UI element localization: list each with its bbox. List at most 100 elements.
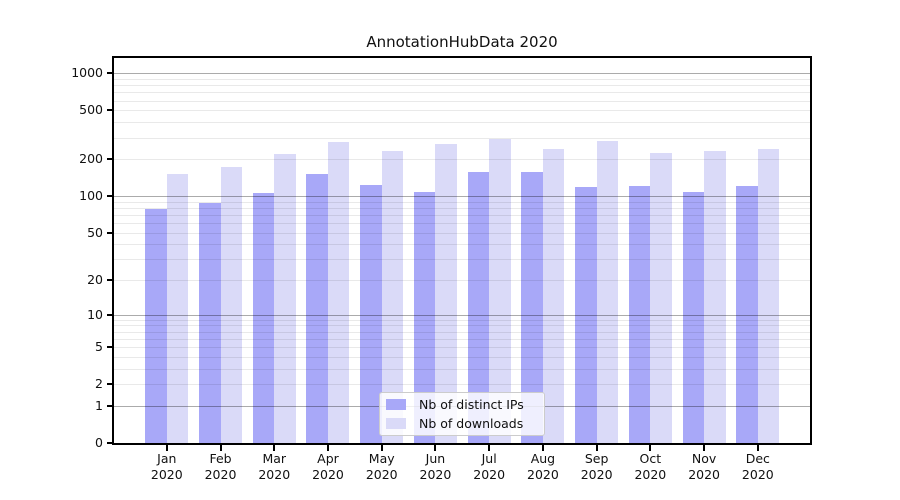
x-tick-mark [488,445,491,451]
x-tick-year: 2020 [473,466,506,482]
y-tick-label: 2 [95,376,103,392]
bar-ips-jun [413,192,436,443]
bar-ips-nov [682,191,705,443]
x-tick-month: Jan [157,451,177,466]
bar-downloads-mar [274,154,296,443]
x-tick-month: Nov [691,451,717,466]
bar-ips-may [360,184,382,443]
y-tick-mark [107,383,114,386]
gridline-minor [114,331,810,333]
x-tick-year: 2020 [527,466,559,482]
x-tick-label: Apr 2020 [296,451,360,482]
x-tick-mark [541,445,544,451]
legend: Nb of distinct IPs Nb of downloads [379,392,545,436]
gridline-minor [114,78,810,80]
x-tick-month: Mar [262,451,287,466]
y-tick-mark [107,404,114,407]
bar-downloads-may [381,150,404,443]
x-tick-mark [703,445,706,451]
x-tick-label: Oct 2020 [618,451,682,482]
bar-downloads-jan [166,174,189,443]
bar-ips-apr [306,173,328,443]
y-tick-mark [107,346,114,349]
x-tick-label: Dec 2020 [726,451,790,482]
x-tick-month: Sep [584,451,609,466]
x-tick-mark [380,445,383,451]
x-tick-mark [649,445,652,451]
gridline-minor [114,159,810,161]
bar-downloads-nov [704,150,726,443]
y-tick-mark [107,195,114,198]
legend-item: Nb of downloads [386,416,536,431]
bar-ips-mar [252,192,275,443]
x-tick-label: Feb 2020 [189,451,253,482]
x-tick-month: Feb [209,451,232,466]
gridline-minor [114,207,810,209]
x-tick-mark [165,445,168,451]
y-tick-mark [107,442,114,444]
x-tick-year: 2020 [419,466,452,482]
x-tick-mark [434,445,437,451]
gridline-minor [114,85,810,87]
chart-title: AnnotationHubData 2020 [366,33,558,51]
x-tick-year: 2020 [634,466,667,482]
x-tick-year: 2020 [204,466,237,482]
bar-downloads-apr [327,142,350,443]
bar-ips-aug [521,172,543,443]
gridline-minor [114,244,810,246]
x-tick-year: 2020 [741,466,774,482]
gridline-minor [114,232,810,234]
bar-ips-sep [575,186,597,443]
x-tick-label: Mar 2020 [242,451,306,482]
gridline-minor [114,347,810,349]
x-tick-label: Nov 2020 [672,451,736,482]
x-tick-label: Jun 2020 [403,451,467,482]
gridline-minor [114,325,810,327]
y-tick-label: 1 [95,397,103,413]
y-tick-label: 200 [79,151,103,167]
x-tick-year: 2020 [688,466,720,482]
x-tick-label: Jan 2020 [135,451,199,482]
x-tick-label: Jul 2020 [457,451,521,482]
x-tick-mark [219,445,222,451]
bar-downloads-jul [489,138,511,443]
y-tick-mark [107,313,114,316]
bar-ips-feb [199,202,221,443]
gridline-minor [114,92,810,94]
y-tick-mark [107,109,114,112]
gridline-major [114,73,810,75]
x-tick-month: Aug [530,451,556,466]
y-tick-mark [107,158,114,161]
x-tick-month: May [368,451,395,466]
x-tick-mark [756,445,759,451]
legend-item: Nb of distinct IPs [386,397,536,412]
x-tick-year: 2020 [580,466,613,482]
bar-ips-dec [736,185,758,443]
x-tick-month: Oct [639,451,662,466]
x-tick-label: Aug 2020 [511,451,575,482]
x-tick-mark [326,445,329,451]
legend-swatch [386,399,406,410]
y-tick-label: 0 [95,435,103,450]
gridline-minor [114,338,810,340]
bar-ips-jul [467,171,490,443]
plot-area [114,58,810,443]
gridline-major [114,314,810,316]
gridline-minor [114,356,810,358]
y-tick-mark [107,231,114,234]
y-tick-label: 20 [87,272,103,288]
gridline-minor [114,122,810,124]
x-tick-month: Jun [425,451,446,466]
bar-downloads-aug [542,148,565,443]
bar-downloads-oct [650,152,672,443]
x-tick-label: May 2020 [350,451,414,482]
bar-downloads-feb [220,166,243,443]
legend-swatch [386,418,406,429]
bar-downloads-dec [757,148,780,443]
y-tick-label: 50 [87,224,103,240]
legend-label: Nb of downloads [419,416,524,431]
x-tick-month: Jul [481,451,497,466]
gridline-minor [114,280,810,282]
gridline-minor [114,259,810,261]
x-tick-month: Apr [317,451,339,466]
